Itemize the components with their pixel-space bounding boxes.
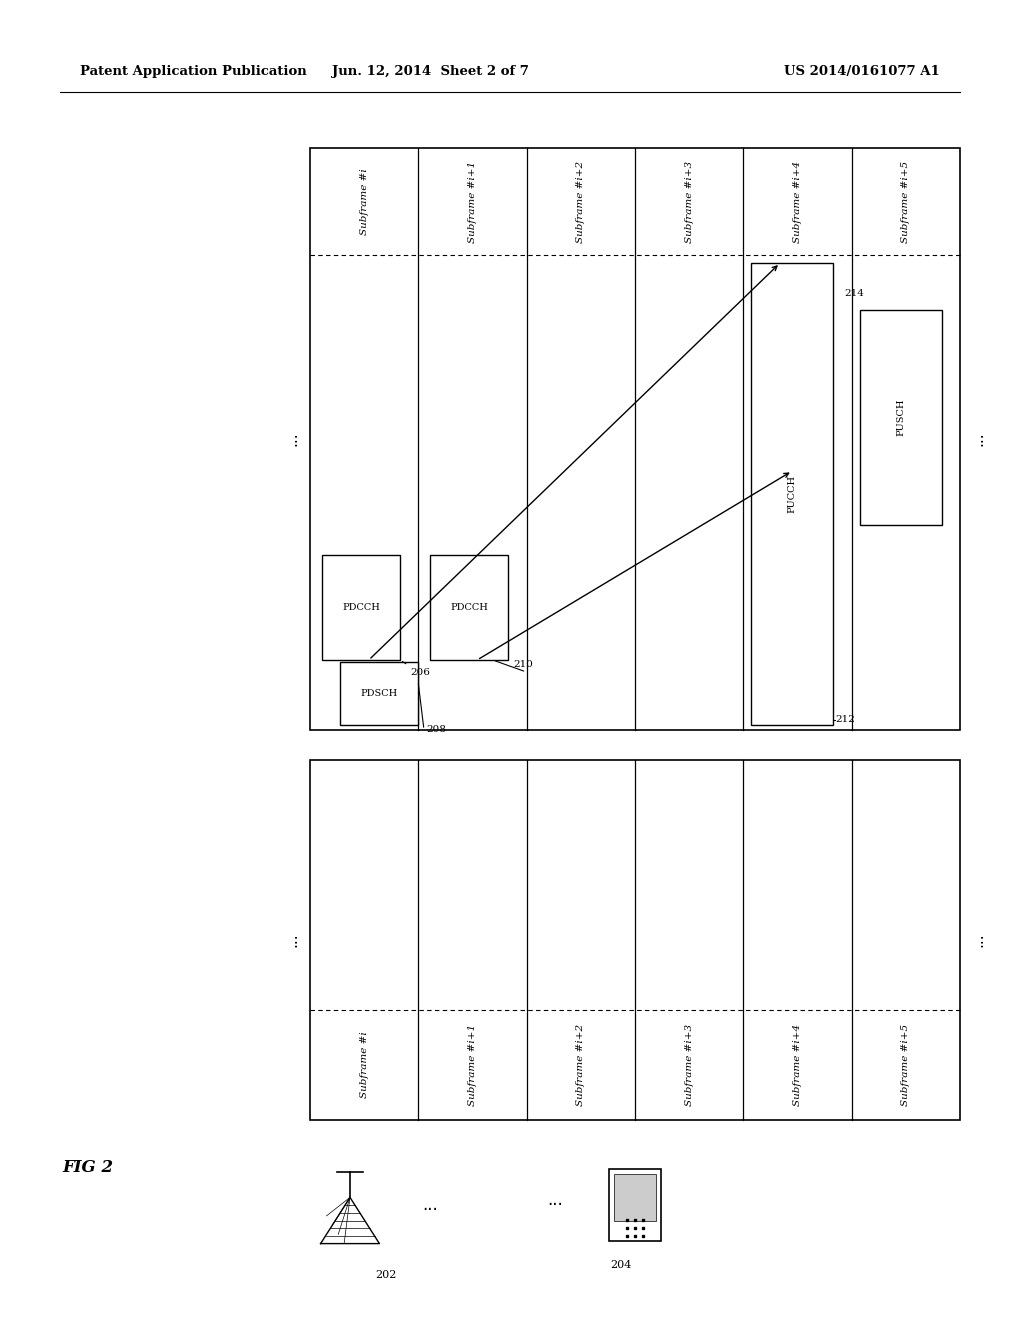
Text: PUCCH: PUCCH bbox=[787, 475, 797, 513]
Bar bbox=[430, 554, 508, 660]
Bar bbox=[310, 148, 961, 730]
Bar bbox=[609, 1170, 662, 1241]
Text: ...: ... bbox=[285, 432, 299, 446]
Text: ...: ... bbox=[422, 1196, 437, 1214]
Text: 206: 206 bbox=[402, 661, 430, 677]
Text: Patent Application Publication: Patent Application Publication bbox=[80, 66, 307, 78]
Bar bbox=[614, 1173, 656, 1221]
Bar bbox=[310, 760, 961, 1119]
Text: PDSCH: PDSCH bbox=[360, 689, 397, 698]
Bar bbox=[340, 663, 418, 725]
Bar bbox=[752, 263, 834, 725]
Bar bbox=[322, 554, 400, 660]
Text: Subframe #i+3: Subframe #i+3 bbox=[685, 161, 693, 243]
Text: Subframe #i+4: Subframe #i+4 bbox=[793, 161, 802, 243]
Text: Subframe #i+3: Subframe #i+3 bbox=[685, 1024, 693, 1106]
Text: 212: 212 bbox=[836, 715, 855, 725]
Text: FIG 2: FIG 2 bbox=[62, 1159, 113, 1176]
Text: Subframe #i+2: Subframe #i+2 bbox=[577, 161, 586, 243]
Text: 202: 202 bbox=[375, 1270, 396, 1280]
Text: PUSCH: PUSCH bbox=[896, 399, 905, 436]
Text: US 2014/0161077 A1: US 2014/0161077 A1 bbox=[784, 66, 940, 78]
Bar bbox=[860, 310, 942, 525]
Text: 204: 204 bbox=[610, 1261, 632, 1270]
Text: Subframe #i+5: Subframe #i+5 bbox=[901, 161, 910, 243]
Text: 208: 208 bbox=[426, 726, 445, 734]
Text: ...: ... bbox=[547, 1191, 563, 1209]
Text: ...: ... bbox=[971, 432, 985, 446]
Text: PDCCH: PDCCH bbox=[451, 603, 488, 612]
Text: ...: ... bbox=[285, 933, 299, 948]
Text: Subframe #i: Subframe #i bbox=[359, 168, 369, 235]
Text: 214: 214 bbox=[845, 289, 864, 298]
Text: PDCCH: PDCCH bbox=[342, 603, 380, 612]
Text: Subframe #i+2: Subframe #i+2 bbox=[577, 1024, 586, 1106]
Text: Subframe #i: Subframe #i bbox=[359, 1032, 369, 1098]
Text: Subframe #i+5: Subframe #i+5 bbox=[901, 1024, 910, 1106]
Text: Subframe #i+4: Subframe #i+4 bbox=[793, 1024, 802, 1106]
Text: Jun. 12, 2014  Sheet 2 of 7: Jun. 12, 2014 Sheet 2 of 7 bbox=[332, 66, 528, 78]
Text: ...: ... bbox=[971, 933, 985, 948]
Text: Subframe #i+1: Subframe #i+1 bbox=[468, 1024, 477, 1106]
Text: 210: 210 bbox=[513, 660, 534, 669]
Text: Subframe #i+1: Subframe #i+1 bbox=[468, 161, 477, 243]
